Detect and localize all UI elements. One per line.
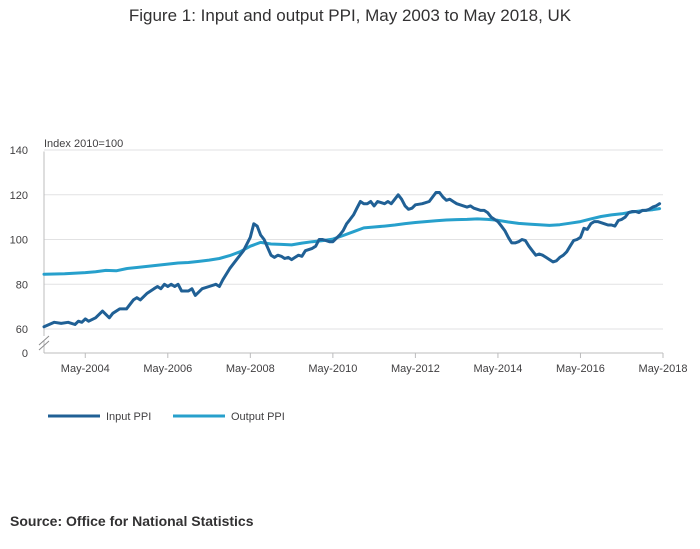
- x-tick-May-2004: May-2004: [61, 363, 110, 375]
- x-tick-May-2006: May-2006: [143, 363, 192, 375]
- x-tick-May-2014: May-2014: [473, 363, 522, 375]
- series-lines: [42, 191, 662, 329]
- source-note: Source: Office for National Statistics: [10, 513, 254, 529]
- legend-label-output-ppi: Output PPI: [231, 411, 285, 423]
- y-tick-140: 140: [10, 145, 28, 157]
- y-tick-100: 100: [10, 235, 28, 247]
- series-line-input-ppi: [42, 191, 662, 329]
- x-tick-May-2010: May-2010: [308, 363, 357, 375]
- y-tick-120: 120: [10, 190, 28, 202]
- y-tick-0: 0: [22, 348, 28, 360]
- x-tick-May-2018: May-2018: [639, 363, 688, 375]
- y-axis-label: Index 2010=100: [44, 138, 123, 150]
- legend: Input PPI Output PPI: [48, 411, 285, 423]
- y-tick-60: 60: [16, 324, 28, 336]
- legend-label-input-ppi: Input PPI: [106, 411, 151, 423]
- chart-title: Figure 1: Input and output PPI, May 2003…: [128, 6, 572, 25]
- series-line-output-ppi: [42, 207, 662, 276]
- y-tick-80: 80: [16, 279, 28, 291]
- x-tick-May-2008: May-2008: [226, 363, 275, 375]
- gridlines: [38, 149, 664, 358]
- y-tick-labels: Index 2010=100 0 60 80 100 120 140: [10, 138, 124, 360]
- axis-break-mark-1: [38, 335, 50, 346]
- axis-break-mark-2: [38, 340, 50, 351]
- x-tick-labels: May-2004 May-2006 May-2008 May-2010 May-2012…: [61, 363, 688, 375]
- x-tick-May-2012: May-2012: [391, 363, 440, 375]
- x-tick-May-2016: May-2016: [556, 363, 605, 375]
